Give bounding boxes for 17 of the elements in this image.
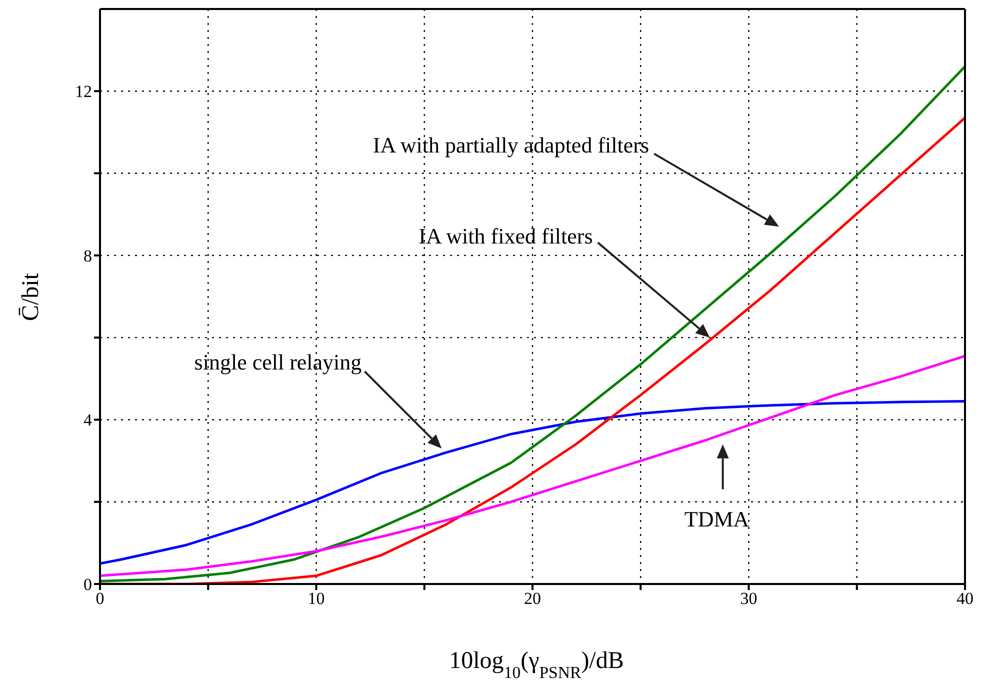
y-axis-title: C̄/bit xyxy=(18,272,44,322)
annotation: single cell relaying xyxy=(194,349,362,374)
x-tick-label: 10 xyxy=(308,589,325,608)
y-tick-label: 4 xyxy=(84,410,92,430)
annotation: IA with fixed filters xyxy=(418,224,593,249)
line-series xyxy=(100,354,965,578)
x-axis-title: 10log$_{10}$(γ$_{PSNR}$)/dB xyxy=(449,648,624,682)
x-tick-label: 40 xyxy=(956,589,974,608)
y-tick-label: 8 xyxy=(84,246,92,266)
x-tick-label: 30 xyxy=(740,589,758,608)
line-series xyxy=(100,400,965,565)
y-tick-label: 12 xyxy=(75,82,92,102)
y-tick-label: 0 xyxy=(84,575,92,594)
x-tick-label: 0 xyxy=(96,589,104,608)
annotation: TDMA xyxy=(684,506,750,532)
x-tick-label: 20 xyxy=(524,589,541,608)
annotation: IA with partially adapted filters xyxy=(372,132,650,158)
